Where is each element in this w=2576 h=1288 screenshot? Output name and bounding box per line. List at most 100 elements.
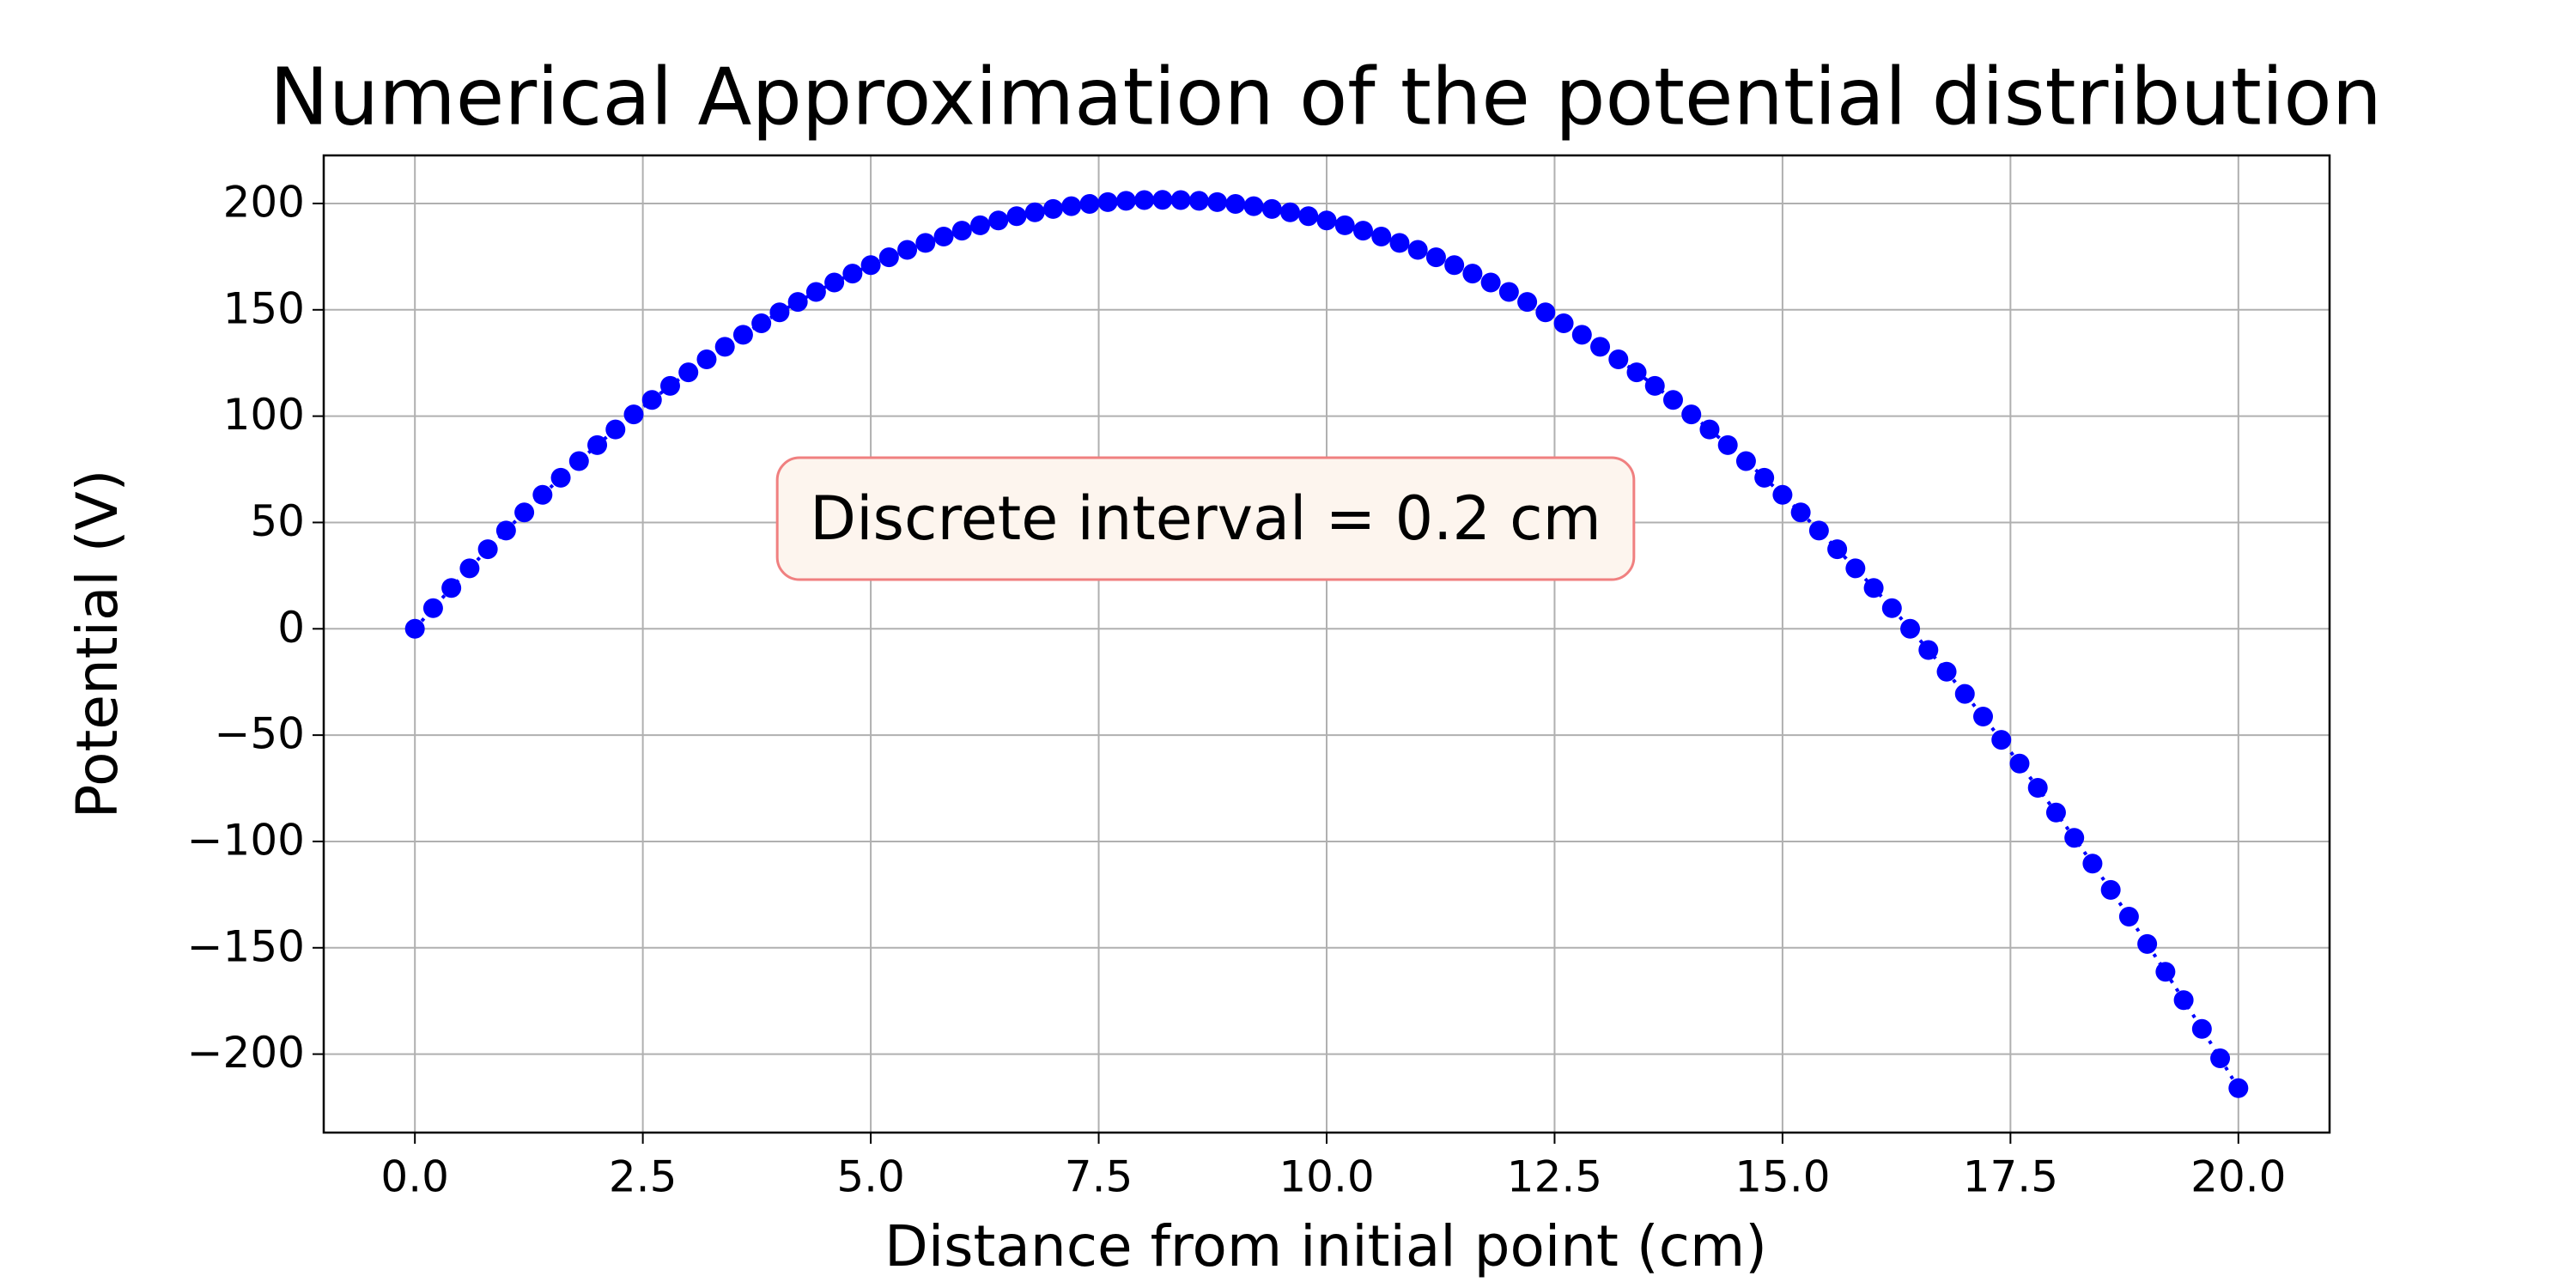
data-point — [2027, 777, 2048, 798]
data-point — [1352, 221, 1373, 241]
data-point — [568, 451, 589, 471]
data-point — [459, 558, 480, 579]
y-tick-label: −200 — [187, 1028, 305, 1078]
data-point — [1644, 375, 1665, 396]
data-point — [678, 362, 699, 383]
data-point — [970, 215, 991, 235]
x-tick-label: 2.5 — [609, 1152, 677, 1202]
data-point — [1389, 233, 1410, 253]
data-point — [659, 375, 680, 396]
data-point — [1334, 215, 1355, 235]
data-point — [2228, 1078, 2249, 1098]
data-point — [1444, 255, 1465, 276]
x-tick-label: 12.5 — [1507, 1152, 1602, 1202]
data-point — [1006, 206, 1027, 227]
data-point — [2155, 962, 2176, 982]
data-point — [495, 520, 516, 541]
data-point — [714, 337, 735, 357]
data-point — [441, 578, 462, 598]
plot-area — [404, 190, 2249, 1098]
data-point — [1480, 272, 1501, 293]
data-point — [1808, 520, 1829, 541]
data-point — [732, 325, 753, 345]
data-point — [1754, 467, 1775, 488]
chart-title: Numerical Approximation of the potential… — [270, 51, 2382, 143]
data-point — [1863, 578, 1884, 598]
data-point — [1371, 227, 1392, 247]
y-tick-label: −150 — [187, 921, 305, 971]
data-point — [878, 247, 899, 268]
data-point — [1553, 313, 1574, 334]
data-point — [587, 434, 608, 455]
data-point — [422, 598, 443, 618]
data-point — [514, 502, 535, 523]
x-tick-label: 7.5 — [1065, 1152, 1133, 1202]
y-tick-label: 100 — [223, 390, 305, 440]
data-point — [915, 233, 936, 253]
data-point — [550, 467, 571, 488]
data-point — [1973, 707, 1994, 727]
data-point — [1626, 362, 1647, 383]
data-point — [1115, 191, 1136, 211]
data-point — [1936, 661, 1957, 682]
x-tick-label: 0.0 — [380, 1152, 449, 1202]
annotation-box — [775, 456, 1636, 581]
data-point — [1042, 198, 1063, 219]
y-tick-label: 150 — [223, 283, 305, 333]
data-point — [2009, 753, 2030, 774]
data-point — [641, 390, 662, 410]
data-point — [696, 349, 717, 369]
data-point — [2045, 802, 2066, 823]
data-point — [2137, 933, 2158, 954]
axes-frame — [322, 154, 2331, 1134]
data-point — [1188, 191, 1209, 211]
data-point — [1152, 190, 1173, 210]
y-tick-label: 0 — [277, 603, 305, 653]
data-point — [860, 255, 881, 276]
x-tick-label: 17.5 — [1963, 1152, 2058, 1202]
data-point — [1498, 282, 1519, 302]
x-tick-label: 15.0 — [1735, 1152, 1830, 1202]
data-point — [1662, 390, 1683, 410]
data-point — [1954, 683, 1975, 704]
data-point — [2064, 828, 2085, 848]
data-point — [2118, 907, 2139, 927]
y-axis-label: Potential (V) — [64, 470, 131, 819]
data-point — [1590, 337, 1611, 357]
data-point — [1900, 618, 1921, 639]
data-point — [988, 210, 1009, 231]
data-point — [2082, 854, 2103, 874]
data-point — [1827, 539, 1848, 560]
data-point — [1425, 247, 1446, 268]
x-tick-label: 10.0 — [1279, 1152, 1374, 1202]
data-point — [1571, 325, 1592, 345]
x-tick-label: 20.0 — [2190, 1152, 2286, 1202]
x-tick-label: 5.0 — [836, 1152, 905, 1202]
data-point — [805, 282, 826, 302]
y-tick-label: −100 — [187, 815, 305, 865]
data-point — [1079, 193, 1100, 214]
data-point — [404, 618, 425, 639]
y-tick-label: 200 — [223, 177, 305, 227]
data-point — [1699, 419, 1720, 440]
data-point — [1407, 240, 1428, 260]
annotation: Discrete interval = 0.2 cm — [810, 483, 1601, 554]
data-point — [1207, 191, 1228, 212]
data-point — [824, 272, 845, 293]
data-point — [2173, 990, 2194, 1011]
data-point — [1061, 196, 1082, 216]
data-point — [842, 264, 863, 284]
y-tick-label: 50 — [250, 496, 305, 546]
data-point — [1316, 210, 1337, 231]
data-point — [1170, 190, 1191, 210]
data-point — [787, 292, 808, 313]
data-point — [1261, 198, 1282, 219]
data-point — [1225, 193, 1246, 214]
data-point — [532, 484, 553, 505]
data-point — [933, 227, 954, 247]
data-point — [1280, 202, 1301, 222]
data-point — [751, 313, 772, 334]
data-point — [1845, 558, 1866, 579]
data-point — [1243, 196, 1264, 216]
